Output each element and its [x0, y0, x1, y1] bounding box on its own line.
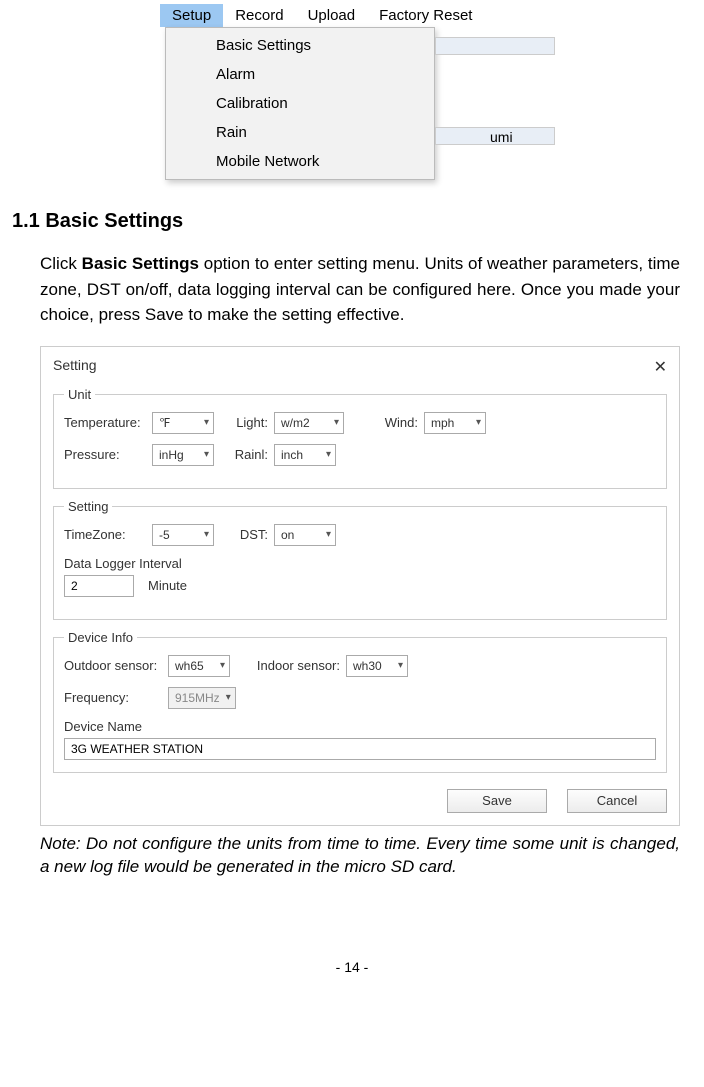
- group-unit: Unit Temperature: ℉ ▾ Light: w/m2 ▾: [53, 387, 667, 489]
- select-value: w/m2: [281, 416, 310, 430]
- chevron-down-icon: ▾: [326, 529, 331, 540]
- menu-record[interactable]: Record: [223, 4, 295, 27]
- label-light: Light:: [228, 415, 268, 430]
- dropdown-rain[interactable]: Rain: [166, 118, 434, 147]
- menu-upload[interactable]: Upload: [296, 4, 368, 27]
- select-pressure[interactable]: inHg ▾: [152, 444, 214, 466]
- background-rows: umi Basic Settings Alarm Calibration Rai…: [160, 27, 555, 180]
- input-interval[interactable]: [64, 575, 134, 597]
- label-timezone: TimeZone:: [64, 527, 146, 542]
- close-icon[interactable]: ✕: [654, 357, 667, 377]
- label-indoor-sensor: Indoor sensor:: [244, 658, 340, 673]
- cancel-button[interactable]: Cancel: [567, 789, 667, 813]
- chevron-down-icon: ▾: [398, 660, 403, 671]
- note-text: Note: Do not configure the units from ti…: [40, 832, 680, 880]
- save-button[interactable]: Save: [447, 789, 547, 813]
- menu-screenshot: Setup Record Upload Factory Reset umi Ba…: [160, 4, 555, 180]
- select-frequency: 915MHz ▾: [168, 687, 236, 709]
- setup-dropdown: Basic Settings Alarm Calibration Rain Mo…: [165, 27, 435, 180]
- dropdown-alarm[interactable]: Alarm: [166, 60, 434, 89]
- label-frequency: Frequency:: [64, 690, 162, 705]
- select-light[interactable]: w/m2 ▾: [274, 412, 344, 434]
- chevron-down-icon: ▾: [204, 417, 209, 428]
- dialog-buttons: Save Cancel: [41, 783, 679, 825]
- select-value: wh30: [353, 659, 382, 673]
- select-value: inch: [281, 448, 303, 462]
- group-device-info: Device Info Outdoor sensor: wh65 ▾ Indoo…: [53, 630, 667, 773]
- page-number: - 14 -: [10, 959, 694, 975]
- para-text: Click: [40, 254, 82, 273]
- label-device-name: Device Name: [64, 719, 656, 734]
- menubar: Setup Record Upload Factory Reset: [160, 4, 555, 27]
- chevron-down-icon: ▾: [334, 417, 339, 428]
- page: Setup Record Upload Factory Reset umi Ba…: [0, 4, 704, 1015]
- dialog-title: Setting: [53, 357, 97, 377]
- para-bold: Basic Settings: [82, 254, 199, 273]
- chevron-down-icon: ▾: [326, 449, 331, 460]
- select-dst[interactable]: on ▾: [274, 524, 336, 546]
- select-indoor-sensor[interactable]: wh30 ▾: [346, 655, 408, 677]
- chevron-down-icon: ▾: [476, 417, 481, 428]
- group-setting-legend: Setting: [64, 499, 112, 514]
- section-heading: 1.1 Basic Settings: [12, 210, 694, 233]
- chevron-down-icon: ▾: [204, 449, 209, 460]
- select-value: inHg: [159, 448, 184, 462]
- chevron-down-icon: ▾: [204, 529, 209, 540]
- label-temperature: Temperature:: [64, 415, 146, 430]
- select-outdoor-sensor[interactable]: wh65 ▾: [168, 655, 230, 677]
- partial-text: umi: [490, 129, 513, 145]
- section-paragraph: Click Basic Settings option to enter set…: [40, 251, 680, 328]
- select-value: 915MHz: [175, 691, 220, 705]
- select-value: ℉: [159, 416, 170, 430]
- select-wind[interactable]: mph ▾: [424, 412, 486, 434]
- select-value: wh65: [175, 659, 204, 673]
- select-value: mph: [431, 416, 454, 430]
- group-device-legend: Device Info: [64, 630, 137, 645]
- select-value: -5: [159, 528, 170, 542]
- group-setting: Setting TimeZone: -5 ▾ DST: on ▾: [53, 499, 667, 620]
- chevron-down-icon: ▾: [226, 692, 231, 703]
- select-temperature[interactable]: ℉ ▾: [152, 412, 214, 434]
- label-wind: Wind:: [358, 415, 418, 430]
- select-rain[interactable]: inch ▾: [274, 444, 336, 466]
- input-device-name[interactable]: [64, 738, 656, 760]
- label-dst: DST:: [228, 527, 268, 542]
- label-pressure: Pressure:: [64, 447, 146, 462]
- group-unit-legend: Unit: [64, 387, 95, 402]
- chevron-down-icon: ▾: [220, 660, 225, 671]
- select-timezone[interactable]: -5 ▾: [152, 524, 214, 546]
- row-stripe: [435, 37, 555, 55]
- dropdown-calibration[interactable]: Calibration: [166, 89, 434, 118]
- settings-dialog: Setting ✕ Unit Temperature: ℉ ▾ Light: w…: [40, 346, 680, 826]
- dialog-titlebar: Setting ✕: [41, 347, 679, 383]
- dropdown-mobile-network[interactable]: Mobile Network: [166, 147, 434, 176]
- menu-factory-reset[interactable]: Factory Reset: [367, 4, 484, 27]
- label-interval-unit: Minute: [148, 578, 187, 593]
- label-interval: Data Logger Interval: [64, 556, 656, 571]
- label-outdoor-sensor: Outdoor sensor:: [64, 658, 162, 673]
- dropdown-basic-settings[interactable]: Basic Settings: [166, 31, 434, 60]
- select-value: on: [281, 528, 294, 542]
- menu-setup[interactable]: Setup: [160, 4, 223, 27]
- label-rain: Rainl:: [228, 447, 268, 462]
